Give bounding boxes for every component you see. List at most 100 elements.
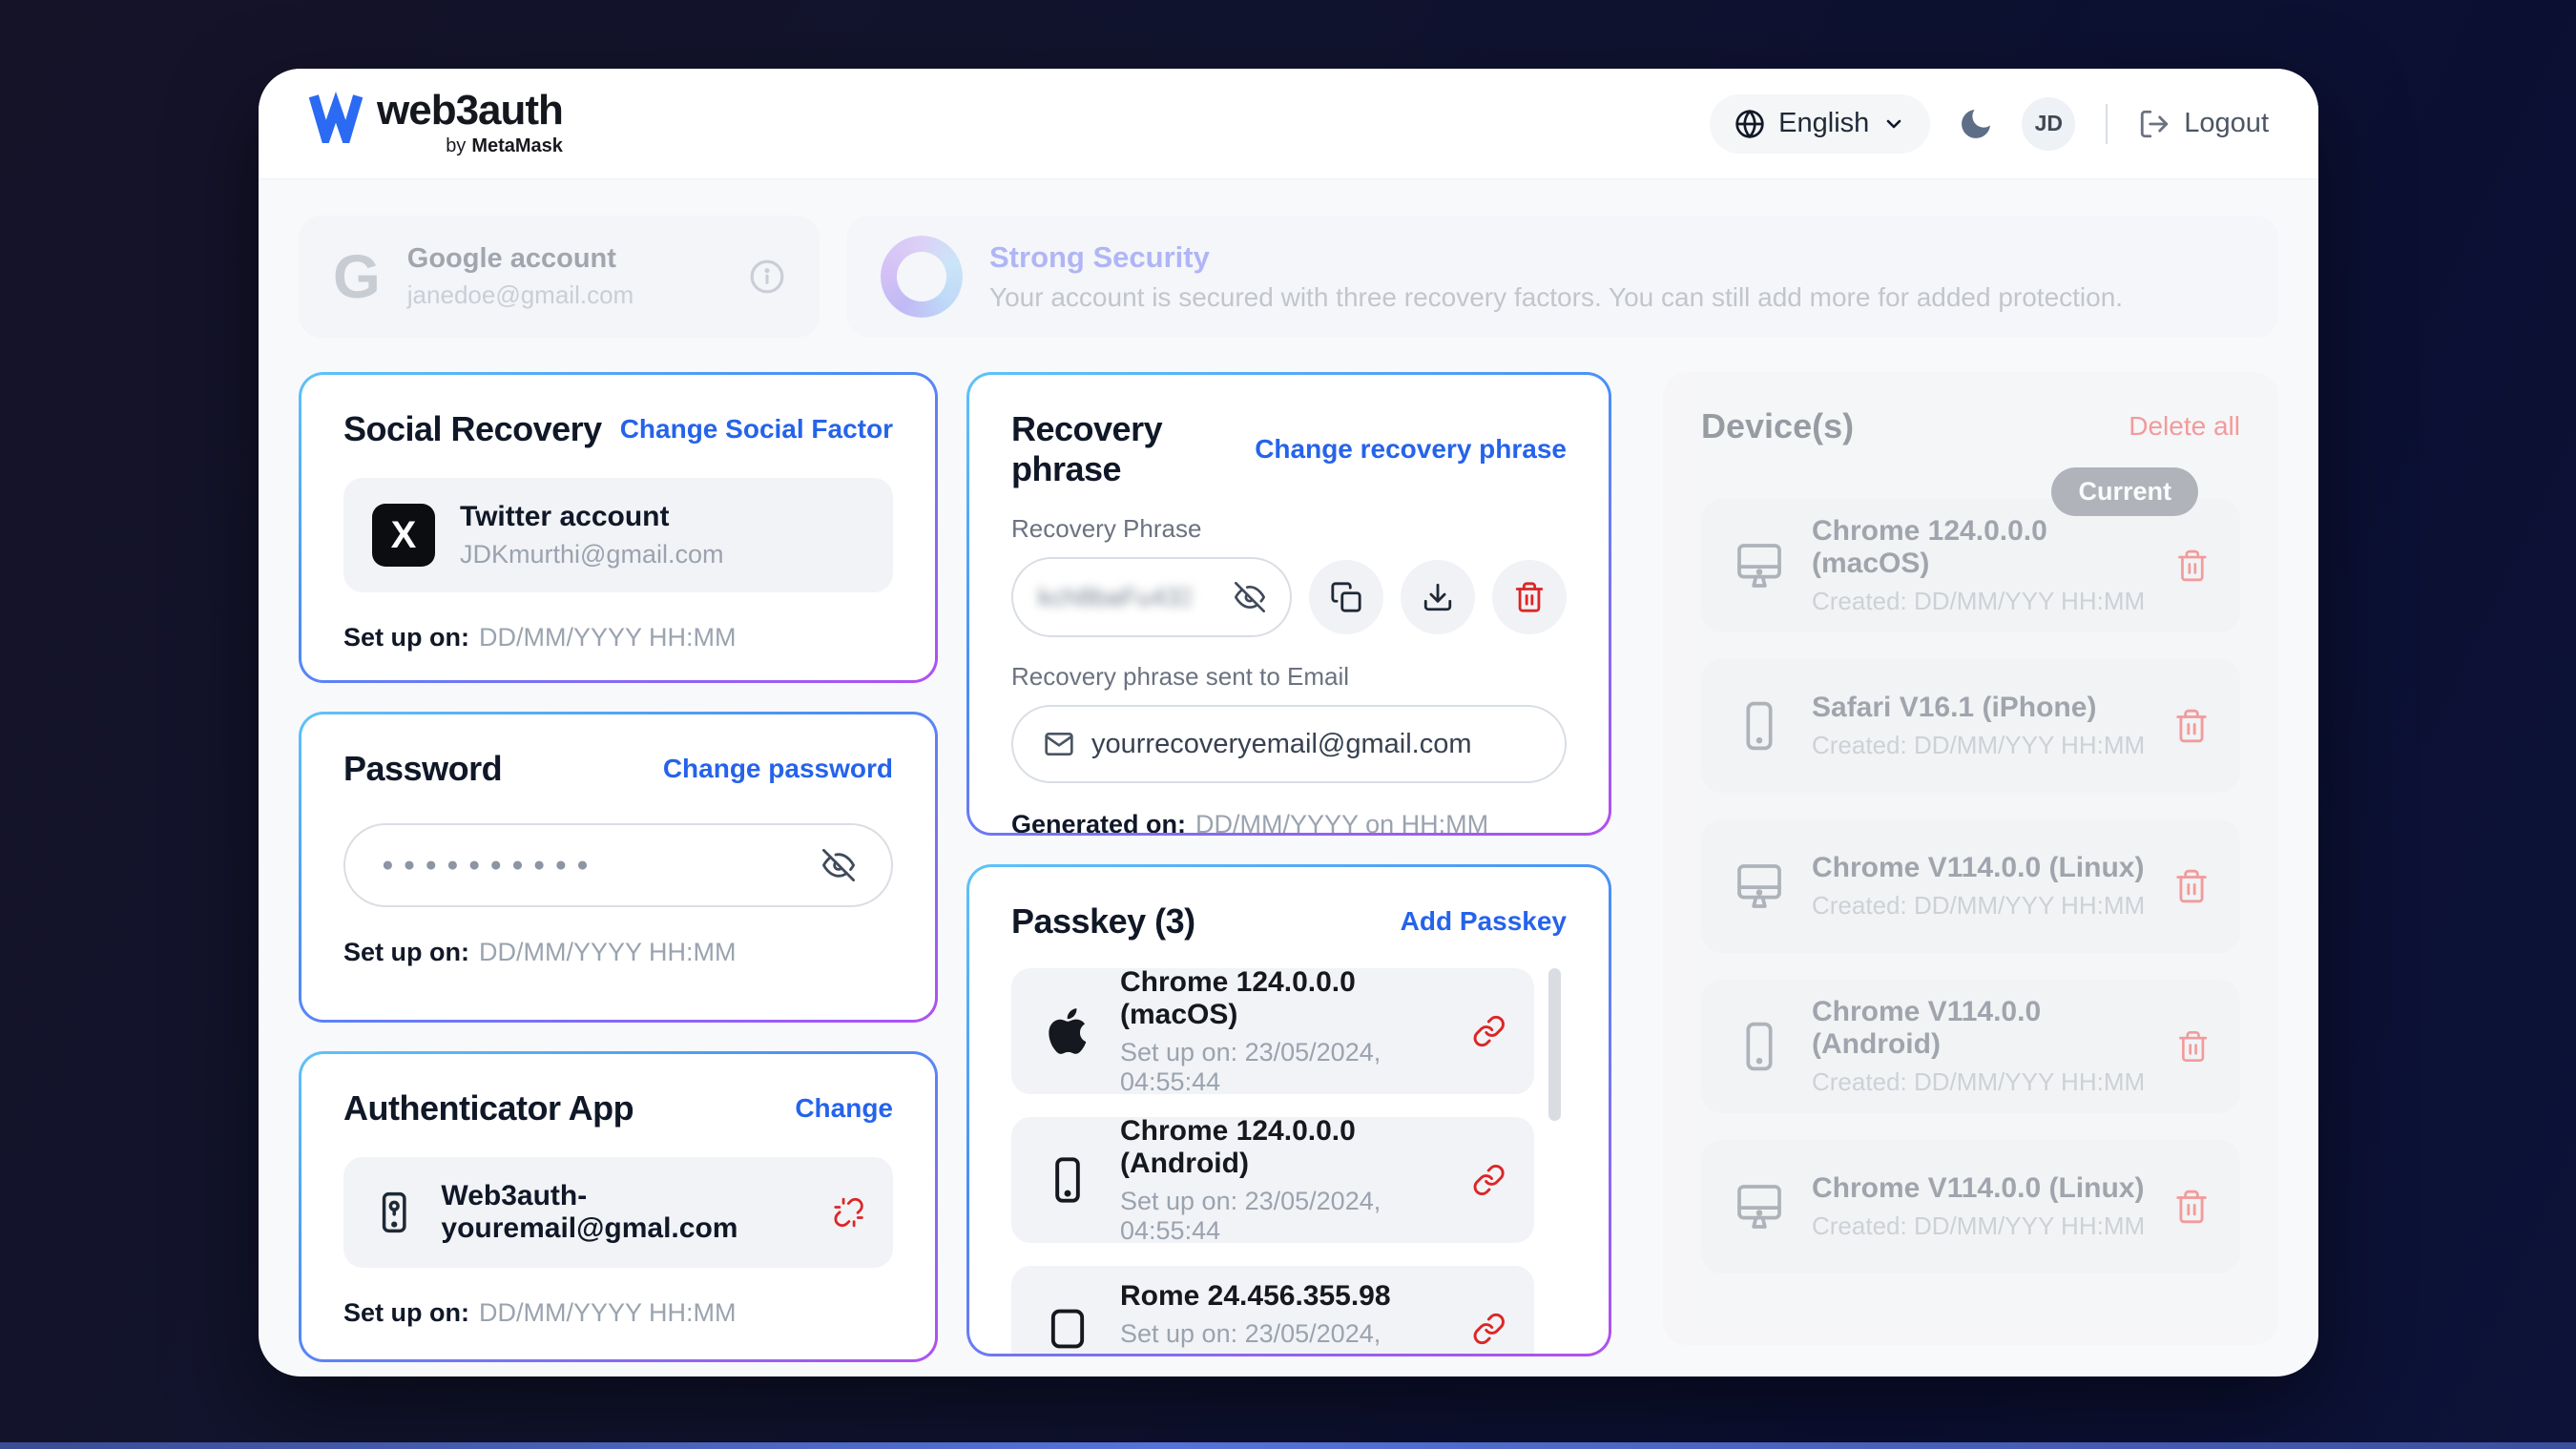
recovery-phrase-label: Recovery Phrase — [1011, 514, 1202, 543]
delete-phrase-button[interactable] — [1492, 560, 1567, 634]
x-twitter-icon: X — [372, 504, 435, 567]
device-name: Chrome V114.0.0 (Linux) — [1812, 852, 2145, 883]
authenticator-account-name: Web3auth-youremail@gmal.com — [441, 1180, 738, 1244]
device-row: Chrome V114.0.0 (Linux) Created: DD/MM/Y… — [1701, 819, 2240, 953]
dark-mode-toggle-moon-icon[interactable] — [1957, 105, 1995, 143]
info-icon[interactable] — [749, 259, 785, 295]
social-recovery-card: Social Recovery Change Social Factor X T… — [299, 372, 938, 683]
devices-title: Device(s) — [1701, 406, 1855, 445]
logout-label: Logout — [2184, 108, 2269, 138]
passkey-title: Passkey (3) — [1011, 901, 1195, 941]
device-row: Chrome V114.0.0 (Android) Created: DD/MM… — [1701, 980, 2240, 1113]
device-name: Chrome V114.0.0 (Android) — [1812, 996, 2042, 1060]
logout-icon — [2141, 110, 2169, 137]
delete-all-devices-button[interactable]: Delete all — [2129, 411, 2240, 441]
authenticator-setup: Set up on: DD/MM/YYYY HH:MM — [343, 1298, 737, 1327]
device-created: Created: DD/MM/YYY HH:MM — [1812, 1067, 2146, 1096]
download-phrase-button[interactable] — [1401, 560, 1475, 634]
copy-phrase-button[interactable] — [1309, 560, 1383, 634]
authenticator-card: Authenticator App Change Web3auth-yourem… — [299, 1051, 938, 1362]
device-row: Chrome 124.0.0.0 (macOS) Created: DD/MM/… — [1701, 499, 2240, 632]
device-created: Created: DD/MM/YYY HH:MM — [1812, 587, 2146, 615]
apple-icon — [1049, 1008, 1087, 1054]
device-created: Created: DD/MM/YYY HH:MM — [1812, 731, 2146, 759]
trash-icon[interactable] — [2176, 1028, 2210, 1065]
device-row: Safari V16.1 (iPhone) Created: DD/MM/YYY… — [1701, 659, 2240, 793]
recovery-generated: Generated on: DD/MM/YYYY on HH:MM — [1011, 810, 1489, 833]
passkey-setup: Set up on: 23/05/2024, 04:55:44 — [1120, 1186, 1381, 1245]
logout-button[interactable]: Logout — [2138, 108, 2269, 140]
link-icon[interactable] — [1472, 1012, 1506, 1050]
device-name: Chrome V114.0.0 (Linux) — [1812, 1172, 2145, 1204]
security-ring-icon — [881, 236, 963, 318]
security-banner-description: Your account is secured with three recov… — [989, 282, 2124, 312]
change-recovery-phrase-link[interactable]: Change recovery phrase — [1255, 434, 1567, 464]
desktop-icon — [1737, 1185, 1781, 1229]
eye-off-icon[interactable] — [1235, 582, 1265, 612]
authenticator-icon — [382, 1191, 406, 1233]
language-label: English — [1778, 108, 1870, 138]
password-title: Password — [343, 749, 503, 788]
passkey-list-item: Rome 24.456.355.98 Set up on: 23/05/2024… — [1011, 1266, 1534, 1354]
recovery-phrase-field[interactable]: kch8baFu433049Jj — [1011, 557, 1292, 637]
passkey-setup: Set up on: 23/05/2024, 04:55:44 — [1120, 1037, 1381, 1096]
tablet-icon — [1050, 1309, 1085, 1349]
header-divider — [2106, 103, 2109, 144]
copy-icon — [1331, 582, 1361, 612]
password-setup: Set up on: DD/MM/YYYY HH:MM — [343, 938, 737, 966]
passkey-name: Chrome 124.0.0.0 (macOS) — [1120, 965, 1356, 1030]
unlink-icon[interactable] — [833, 1193, 864, 1232]
authenticator-title: Authenticator App — [343, 1088, 634, 1128]
passkey-setup: Set up on: 23/05/2024, 04:55:44 — [1120, 1318, 1381, 1355]
account-banner-title: Google account — [406, 243, 616, 274]
web3auth-logo: web3auth by MetaMask — [308, 90, 564, 157]
trash-icon — [1515, 582, 1544, 612]
passkey-name: Chrome 124.0.0.0 (Android) — [1120, 1114, 1356, 1179]
recovery-email-label: Recovery phrase sent to Email — [1011, 662, 1350, 691]
language-selector[interactable]: English — [1710, 93, 1931, 154]
brand-byline: by MetaMask — [446, 135, 563, 156]
passkey-scrollbar[interactable] — [1548, 968, 1561, 1121]
social-recovery-title: Social Recovery — [343, 409, 602, 448]
authenticator-account-tile: Web3auth-youremail@gmal.com — [343, 1157, 893, 1268]
recovery-email-value: yourrecoveryemail@gmail.com — [1091, 728, 1472, 759]
password-card: Password Change password ●●●●●●●●●● Set … — [299, 712, 938, 1023]
link-icon[interactable] — [1472, 1161, 1506, 1199]
smartphone-icon — [1746, 701, 1773, 751]
twitter-account-tile: X Twitter account JDKmurthi@gmail.com — [343, 478, 893, 592]
trash-icon[interactable] — [2173, 868, 2210, 904]
current-device-badge: Current — [2051, 467, 2198, 516]
recovery-phrase-masked-value: kch8baFu433049Jj — [1038, 582, 1191, 611]
smartphone-icon — [1746, 1022, 1773, 1071]
change-authenticator-link[interactable]: Change — [795, 1093, 893, 1123]
twitter-account-email: JDKmurthi@gmail.com — [460, 540, 724, 569]
device-created: Created: DD/MM/YYY HH:MM — [1812, 1211, 2146, 1240]
link-icon[interactable] — [1472, 1310, 1506, 1348]
change-password-link[interactable]: Change password — [662, 754, 893, 783]
change-social-factor-link[interactable]: Change Social Factor — [619, 414, 893, 444]
web3auth-w-icon — [308, 91, 364, 143]
user-avatar[interactable]: JD — [2022, 96, 2076, 151]
trash-icon[interactable] — [2173, 1189, 2210, 1225]
passkey-list-item: Chrome 124.0.0.0 (Android) Set up on: 23… — [1011, 1114, 1534, 1245]
bottom-accent-bar — [0, 1442, 2576, 1449]
password-field[interactable]: ●●●●●●●●●● — [343, 823, 893, 907]
mail-icon — [1045, 733, 1073, 756]
password-masked-value: ●●●●●●●●●● — [382, 854, 598, 876]
top-header: web3auth by MetaMask English JD — [259, 69, 2318, 179]
recovery-email-field[interactable]: yourrecoveryemail@gmail.com — [1011, 705, 1567, 783]
passkey-name: Rome 24.456.355.98 — [1120, 1279, 1391, 1312]
device-name: Chrome 124.0.0.0 (macOS) — [1812, 515, 2047, 579]
google-g-icon: G — [333, 242, 381, 311]
desktop-icon — [1737, 544, 1781, 588]
trash-icon[interactable] — [2175, 548, 2210, 584]
eye-off-icon[interactable] — [822, 849, 855, 881]
google-account-banner: G Google account janedoe@gmail.com — [299, 216, 820, 338]
passkey-card: Passkey (3) Add Passkey — [966, 864, 1611, 1356]
device-created: Created: DD/MM/YYY HH:MM — [1812, 891, 2146, 920]
security-banner-title: Strong Security — [989, 240, 1210, 274]
add-passkey-link[interactable]: Add Passkey — [1400, 906, 1567, 936]
trash-icon[interactable] — [2173, 708, 2210, 744]
security-status-banner: Strong Security Your account is secured … — [846, 216, 2278, 338]
recovery-phrase-title: Recovery phrase — [1011, 409, 1163, 488]
